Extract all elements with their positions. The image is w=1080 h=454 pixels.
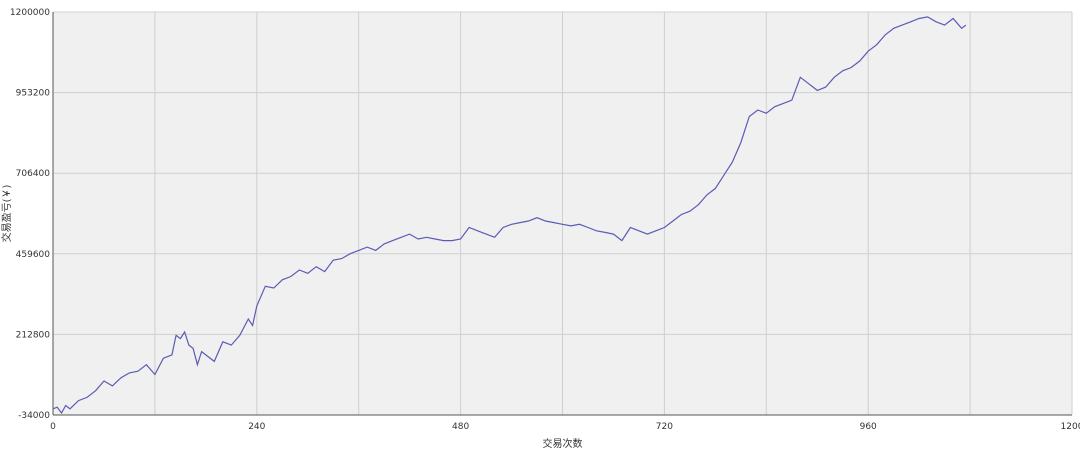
y-tick-label: -34000 xyxy=(18,411,50,421)
x-axis-title: 交易次数 xyxy=(543,437,583,450)
y-axis-title: 交易盈亏(￥) xyxy=(0,185,13,243)
series-line xyxy=(52,16,967,415)
y-tick-label: 1200000 xyxy=(10,8,50,18)
y-tick-label: 212800 xyxy=(16,330,51,340)
x-tick-label: 1200 xyxy=(1061,422,1080,432)
y-tick-label: 953200 xyxy=(16,89,51,99)
x-tick-label: 720 xyxy=(656,422,673,432)
x-tick-label: 240 xyxy=(248,422,265,432)
tick-labels: 0 240 480 720 960 1200 -34000 212800 459600 70640… xyxy=(10,8,1080,432)
x-tick-label: 0 xyxy=(50,422,56,432)
x-tick-label: 960 xyxy=(860,422,877,432)
grid xyxy=(52,11,1073,416)
y-tick-label: 706400 xyxy=(16,169,51,179)
y-tick-label: 459600 xyxy=(16,250,51,260)
x-tick-label: 480 xyxy=(452,422,469,432)
axes xyxy=(52,12,1072,416)
